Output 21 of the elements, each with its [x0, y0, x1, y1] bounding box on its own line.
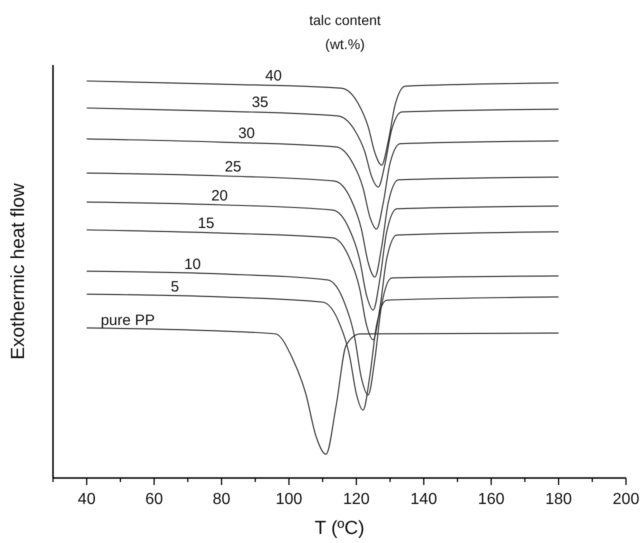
legend-title: talc content (wt.%) [309, 12, 381, 52]
y-axis-title: Exothermic heat flow [8, 183, 29, 360]
x-axis-title: T (ºC) [314, 518, 364, 539]
x-tick-label: 80 [212, 491, 231, 508]
series-label: 35 [252, 94, 268, 112]
series-label: 30 [238, 124, 255, 142]
x-tick-label: 200 [612, 491, 640, 508]
series-label: 40 [265, 67, 282, 84]
x-tick-label: 180 [545, 491, 572, 508]
x-tick-label: 120 [343, 491, 370, 508]
x-tick-label: 100 [276, 491, 302, 508]
series-label: 25 [224, 158, 242, 176]
series-label: 5 [170, 278, 180, 296]
x-tick-label: 60 [145, 491, 164, 508]
x-tick-label: 160 [478, 491, 505, 508]
series-label: 15 [198, 214, 214, 232]
series-label: pure PP [100, 312, 155, 329]
x-tick-label: 40 [78, 491, 96, 508]
series-label: 20 [211, 187, 228, 204]
series-label: 10 [184, 256, 201, 273]
x-tick-label: 140 [410, 491, 438, 508]
